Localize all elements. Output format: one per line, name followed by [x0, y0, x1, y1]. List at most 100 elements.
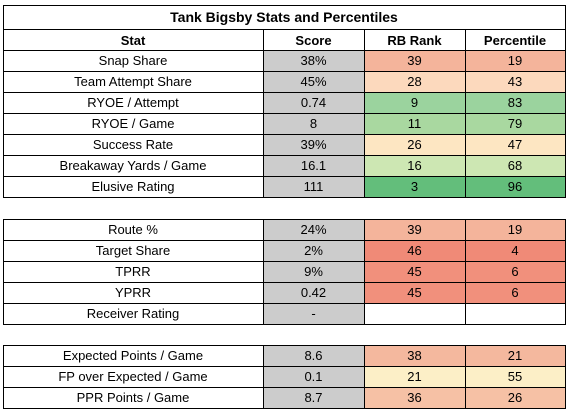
grid-line	[3, 5, 4, 51]
grid-line	[3, 303, 566, 304]
score-cell[interactable]: 8.7	[263, 387, 364, 408]
percentile-cell[interactable]: 6	[465, 282, 565, 303]
grid-line	[3, 113, 566, 114]
percentile-cell[interactable]: 68	[465, 155, 565, 176]
grid-line	[565, 345, 566, 409]
stat-cell[interactable]: Success Rate	[92, 137, 174, 152]
grid-line	[3, 50, 566, 51]
percentile-cell[interactable]: 21	[465, 345, 565, 366]
grid-line	[465, 219, 466, 325]
score-cell[interactable]: -	[263, 303, 364, 324]
score-cell[interactable]: 0.1	[263, 366, 364, 387]
score-cell[interactable]: 16.1	[263, 155, 364, 176]
grid-line	[3, 282, 566, 283]
rb-rank-cell[interactable]: 9	[364, 92, 465, 113]
percentile-cell[interactable]: 4	[465, 240, 565, 261]
rb-rank-cell[interactable]: 39	[364, 50, 465, 71]
grid-line	[465, 50, 466, 198]
rb-rank-cell[interactable]: 3	[364, 176, 465, 197]
score-cell[interactable]: 8	[263, 113, 364, 134]
stat-cell[interactable]: Team Attempt Share	[74, 74, 192, 89]
rb-rank-cell[interactable]: 16	[364, 155, 465, 176]
percentile-cell[interactable]	[465, 303, 565, 324]
grid-line	[465, 29, 466, 51]
grid-line	[3, 240, 566, 241]
grid-line	[3, 5, 566, 6]
stat-cell[interactable]: RYOE / Attempt	[87, 95, 179, 110]
stat-cell[interactable]: Breakaway Yards / Game	[59, 158, 207, 173]
grid-line	[3, 261, 566, 262]
grid-line	[3, 219, 4, 325]
stat-cell[interactable]: RYOE / Game	[91, 116, 175, 131]
header-score[interactable]: Score	[295, 32, 332, 48]
rb-rank-cell[interactable]: 36	[364, 387, 465, 408]
stat-cell[interactable]: Route %	[108, 222, 158, 237]
grid-line	[3, 155, 566, 156]
grid-line	[263, 29, 264, 51]
score-cell[interactable]: 2%	[263, 240, 364, 261]
grid-line	[3, 387, 566, 388]
stat-cell[interactable]: Receiver Rating	[86, 306, 180, 321]
rb-rank-cell[interactable]: 45	[364, 261, 465, 282]
stat-cell[interactable]: Snap Share	[98, 53, 168, 68]
stat-cell[interactable]: FP over Expected / Game	[58, 369, 208, 384]
percentile-cell[interactable]: 47	[465, 134, 565, 155]
score-cell[interactable]: 111	[263, 176, 364, 197]
grid-line	[364, 345, 365, 409]
percentile-cell[interactable]: 6	[465, 261, 565, 282]
stat-cell[interactable]: TPRR	[115, 264, 151, 279]
grid-line	[565, 5, 566, 51]
grid-line	[3, 366, 566, 367]
grid-line	[465, 345, 466, 409]
percentile-cell[interactable]: 43	[465, 71, 565, 92]
percentile-cell[interactable]: 79	[465, 113, 565, 134]
grid-line	[263, 219, 264, 325]
rb-rank-cell[interactable]: 39	[364, 219, 465, 240]
percentile-cell[interactable]: 26	[465, 387, 565, 408]
score-cell[interactable]: 45%	[263, 71, 364, 92]
score-cell[interactable]: 9%	[263, 261, 364, 282]
percentile-cell[interactable]: 83	[465, 92, 565, 113]
grid-line	[3, 345, 4, 409]
rb-rank-cell[interactable]: 28	[364, 71, 465, 92]
grid-line	[364, 29, 365, 51]
stat-cell[interactable]: YPRR	[114, 285, 152, 300]
percentile-cell[interactable]: 96	[465, 176, 565, 197]
grid-line	[3, 324, 566, 325]
grid-line	[565, 50, 566, 198]
score-cell[interactable]: 39%	[263, 134, 364, 155]
stat-cell[interactable]: Target Share	[95, 243, 171, 258]
rb-rank-cell[interactable]: 26	[364, 134, 465, 155]
stat-cell[interactable]: PPR Points / Game	[76, 390, 190, 405]
grid-line	[3, 134, 566, 135]
grid-line	[364, 50, 365, 198]
grid-line	[3, 176, 566, 177]
grid-line	[364, 219, 365, 325]
header-percentile[interactable]: Percentile	[483, 32, 547, 48]
grid-line	[263, 345, 264, 409]
stat-cell[interactable]: Elusive Rating	[91, 179, 175, 194]
score-cell[interactable]: 38%	[263, 50, 364, 71]
percentile-cell[interactable]: 19	[465, 50, 565, 71]
percentile-cell[interactable]: 19	[465, 219, 565, 240]
grid-line	[3, 71, 566, 72]
rb-rank-cell[interactable]: 45	[364, 282, 465, 303]
score-cell[interactable]: 24%	[263, 219, 364, 240]
stat-cell[interactable]: Expected Points / Game	[62, 348, 204, 363]
rb-rank-cell[interactable]	[364, 303, 465, 324]
header-stat[interactable]: Stat	[120, 32, 146, 48]
grid-line	[3, 197, 566, 198]
percentile-cell[interactable]: 55	[465, 366, 565, 387]
rb-rank-cell[interactable]: 46	[364, 240, 465, 261]
score-cell[interactable]: 0.74	[263, 92, 364, 113]
score-cell[interactable]: 8.6	[263, 345, 364, 366]
grid-line	[3, 29, 566, 30]
header-rb-rank[interactable]: RB Rank	[387, 32, 442, 48]
rb-rank-cell[interactable]: 38	[364, 345, 465, 366]
rb-rank-cell[interactable]: 21	[364, 366, 465, 387]
grid-line	[3, 219, 566, 220]
score-cell[interactable]: 0.42	[263, 282, 364, 303]
rb-rank-cell[interactable]: 11	[364, 113, 465, 134]
table-title[interactable]: Tank Bigsby Stats and Percentiles	[170, 9, 398, 25]
grid-line	[3, 345, 566, 346]
